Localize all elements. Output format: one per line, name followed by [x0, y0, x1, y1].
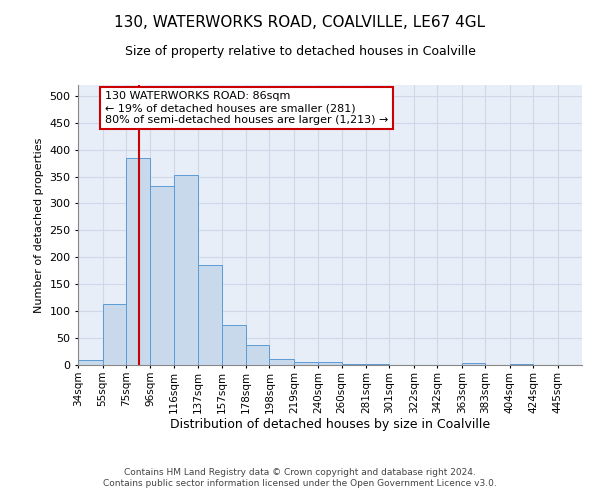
- X-axis label: Distribution of detached houses by size in Coalville: Distribution of detached houses by size …: [170, 418, 490, 431]
- Bar: [221, 324, 246, 365]
- Bar: [198, 266, 221, 365]
- Bar: [151, 186, 173, 365]
- Bar: [462, 364, 485, 365]
- Bar: [294, 362, 319, 365]
- Text: Contains HM Land Registry data © Crown copyright and database right 2024.
Contai: Contains HM Land Registry data © Crown c…: [103, 468, 497, 487]
- Text: 130 WATERWORKS ROAD: 86sqm
← 19% of detached houses are smaller (281)
80% of sem: 130 WATERWORKS ROAD: 86sqm ← 19% of deta…: [105, 92, 388, 124]
- Bar: [319, 362, 341, 365]
- Bar: [366, 364, 389, 365]
- Y-axis label: Number of detached properties: Number of detached properties: [34, 138, 44, 312]
- Text: 130, WATERWORKS ROAD, COALVILLE, LE67 4GL: 130, WATERWORKS ROAD, COALVILLE, LE67 4G…: [115, 15, 485, 30]
- Bar: [269, 359, 294, 365]
- Bar: [341, 364, 366, 365]
- Bar: [126, 158, 151, 365]
- Bar: [173, 175, 198, 365]
- Bar: [509, 364, 533, 365]
- Bar: [78, 360, 103, 365]
- Bar: [246, 344, 269, 365]
- Text: Size of property relative to detached houses in Coalville: Size of property relative to detached ho…: [125, 45, 475, 58]
- Bar: [103, 304, 126, 365]
